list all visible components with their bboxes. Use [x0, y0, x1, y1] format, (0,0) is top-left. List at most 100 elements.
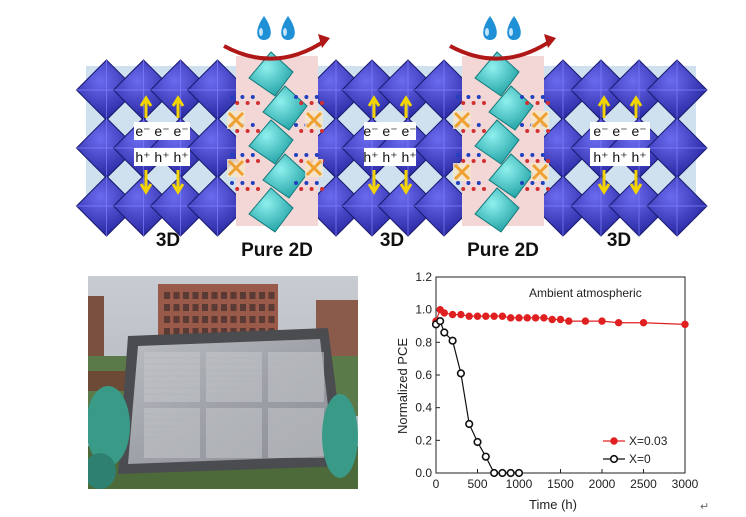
window [211, 304, 218, 311]
band-2d-1 [236, 51, 318, 233]
data-point [514, 468, 524, 478]
block-3d-3 [532, 59, 708, 237]
spacer-atom [466, 95, 471, 99]
spacer-atom [240, 153, 245, 157]
window [240, 316, 246, 323]
x-axis-label: Time (h) [529, 497, 577, 512]
window [183, 316, 189, 323]
y-tick-label: 1.2 [415, 270, 432, 284]
spacer-atom [476, 181, 481, 185]
y-tick-label: 0.6 [415, 368, 432, 382]
data-point [681, 320, 689, 329]
carrier-arrow-icon [139, 95, 153, 118]
spacer-atom [250, 181, 255, 185]
drop-highlight [485, 28, 489, 36]
spacer-atom [245, 159, 250, 163]
data-point [506, 468, 515, 478]
window [192, 316, 199, 323]
spacer-atom [256, 159, 260, 163]
data-point [440, 328, 449, 337]
spacer-atom [309, 101, 314, 105]
chart-annotation: Ambient atmospheric [529, 286, 642, 300]
data-point [506, 314, 515, 322]
spacer-atom [235, 129, 240, 133]
hole-box [134, 148, 190, 166]
window [211, 328, 218, 335]
window [192, 304, 199, 311]
data-point [465, 419, 474, 429]
carrier-arrow-icon [597, 95, 611, 118]
carrier-arrow-icon [171, 170, 185, 195]
x-tick-label: 1000 [506, 477, 533, 491]
spacer-atom [256, 129, 260, 133]
hole-box [364, 148, 416, 166]
data-point [556, 315, 565, 324]
window [240, 304, 246, 311]
module-cell [144, 408, 200, 458]
spacer-atom [461, 187, 466, 191]
data-point [565, 317, 573, 325]
module-cell [268, 352, 324, 402]
data-point [440, 309, 448, 317]
data-point [465, 312, 473, 320]
spacer-atom [256, 187, 260, 191]
spacer-atom [520, 153, 524, 157]
data-point [448, 310, 457, 319]
spacer-atom [546, 187, 550, 191]
window [240, 292, 246, 299]
spacer-atom [466, 153, 471, 157]
spacer-atom [461, 129, 466, 133]
x-tick-label: 2000 [589, 477, 616, 491]
hole-box [590, 148, 650, 166]
spacer-atom [530, 153, 535, 157]
series-line [435, 320, 519, 474]
window [192, 328, 199, 335]
blocked-cross-icon [305, 159, 323, 177]
spacer-atom [546, 159, 550, 163]
spacer-atom [520, 181, 524, 185]
x-tick-label: 0 [433, 477, 440, 491]
window [230, 292, 237, 299]
spacer-atom [320, 101, 324, 105]
x-tick-label: 2500 [630, 477, 657, 491]
spacer-atom [299, 187, 304, 191]
spacer-atom [235, 101, 240, 105]
spacer-atom [471, 129, 476, 133]
spacer-atom [456, 153, 460, 157]
window [202, 328, 208, 335]
water-drop-icon [507, 16, 521, 40]
spacer-atom [299, 101, 304, 105]
window [173, 292, 180, 299]
spacer-atom [245, 129, 250, 133]
spacer-atom [456, 95, 460, 99]
electron-labels: e⁻ e⁻ e⁻ [363, 123, 416, 139]
spacer-atom [530, 95, 535, 99]
module-cell [268, 408, 324, 458]
spacer-atom [525, 159, 530, 163]
spacer-atom [320, 129, 324, 133]
spacer-atom [482, 159, 486, 163]
spacer-atom [535, 129, 540, 133]
spacer-atom [314, 181, 319, 185]
data-point [473, 437, 482, 447]
spacer-atom [471, 159, 476, 163]
octahedron-2d [248, 51, 294, 97]
spacer-atom [309, 129, 314, 133]
data-point [498, 468, 507, 478]
spacer-atom [245, 101, 250, 105]
legend-label: X=0.03 [629, 434, 668, 448]
return-mark: ↵ [700, 501, 710, 513]
legend-marker [609, 454, 619, 464]
drop-highlight [259, 28, 263, 36]
electron-box [590, 122, 650, 140]
carrier-arrow-icon [629, 95, 643, 118]
window [230, 316, 237, 323]
data-point [456, 369, 465, 378]
hole-labels: h⁺ h⁺ h⁺ [135, 149, 188, 165]
drop-highlight [283, 28, 287, 36]
carrier-arrow-icon [367, 95, 381, 118]
octahedron-2d [488, 153, 534, 199]
octahedron-2d [474, 51, 520, 97]
data-point [490, 312, 498, 320]
spacer-atom [546, 129, 550, 133]
